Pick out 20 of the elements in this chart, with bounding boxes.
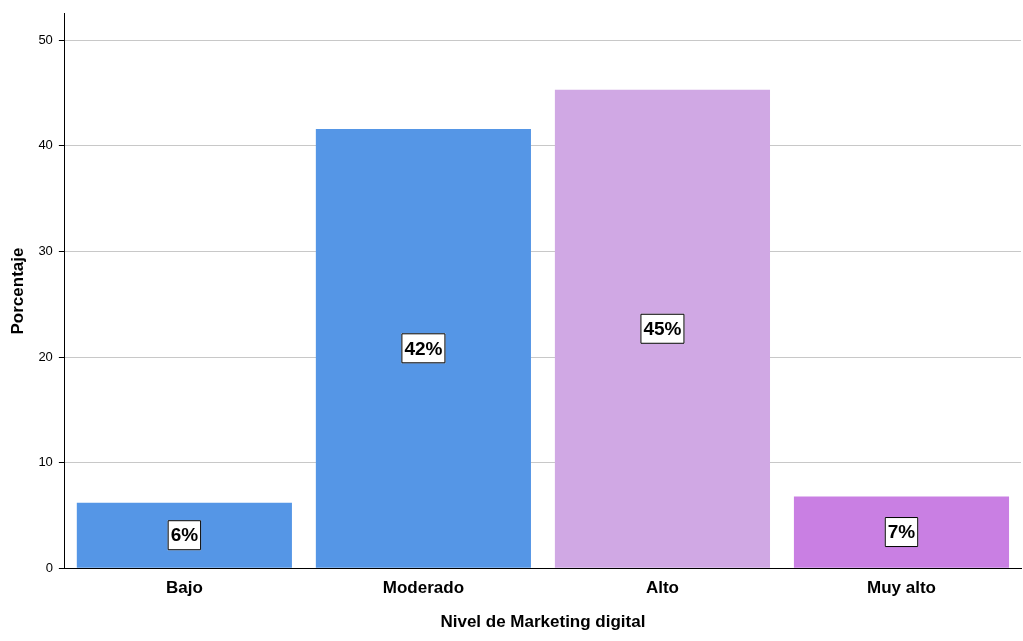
x-tick-label: Alto: [645, 578, 679, 598]
y-tick-label: 30: [38, 242, 53, 258]
x-tick-label: Muy alto: [867, 578, 936, 598]
y-tick-label: 50: [38, 31, 53, 47]
y-tick-label: 20: [38, 348, 53, 364]
y-tick-label: 40: [38, 137, 53, 153]
data-label: 42%: [404, 337, 443, 359]
data-label: 6%: [170, 524, 199, 546]
bar: [76, 502, 292, 568]
bar: [315, 128, 531, 568]
data-label: 45%: [643, 318, 682, 339]
y-tick-label: 0: [45, 559, 53, 575]
x-axis-title: Nivel de Marketing digital: [440, 612, 646, 632]
x-tick-label: Moderado: [382, 578, 465, 598]
data-label: 7%: [887, 521, 916, 543]
y-tick-label: 10: [38, 454, 53, 470]
bar: [554, 89, 771, 568]
x-tick-label: Bajo: [165, 578, 203, 598]
bar: [793, 496, 1010, 568]
y-axis-title: Porcentaje: [7, 247, 27, 335]
